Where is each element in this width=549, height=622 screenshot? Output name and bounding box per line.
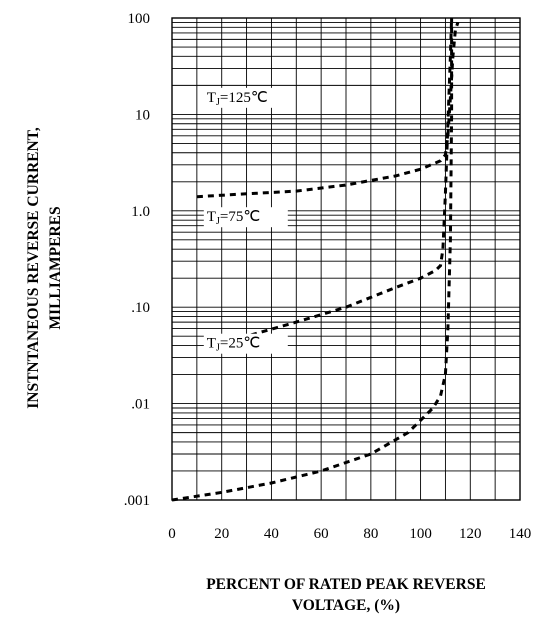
curve-label: TJ=75℃: [207, 209, 260, 227]
y-axis-title: MILLIAMPERES: [47, 206, 64, 329]
plot-frame: [171, 17, 521, 501]
y-axis-title: INSTNTANEOUS REVERSE CURRENT,: [25, 127, 42, 409]
x-tick-label: 80: [363, 526, 378, 542]
series-line: [171, 18, 454, 502]
y-tick-label: 10: [135, 107, 150, 123]
curves: [171, 17, 460, 502]
grid-lines: [171, 17, 521, 501]
series-line: [196, 21, 460, 199]
curve-label-bg: [203, 87, 288, 108]
y-tick-label: 1.0: [131, 204, 150, 220]
y-tick-label: .01: [131, 397, 150, 413]
y-tick-label: .001: [124, 493, 150, 509]
x-tick-label: 60: [314, 526, 329, 542]
curve-labels: TJ=125℃ TJ=75℃ TJ=25℃: [203, 87, 288, 354]
curve-label-bg: [203, 207, 288, 228]
x-axis-title: VOLTAGE, (%): [292, 597, 400, 614]
y-tick-label: .10: [131, 300, 150, 316]
x-tick-label: 100: [409, 526, 432, 542]
x-tick-label: 120: [459, 526, 482, 542]
y-tick-label: 100: [128, 11, 151, 27]
curve-label: TJ=25℃: [207, 336, 260, 354]
series-line: [208, 17, 454, 351]
x-tick-label: 20: [214, 526, 229, 542]
curve-label-bg: [203, 333, 288, 354]
x-axis-title: PERCENT OF RATED PEAK REVERSE: [206, 576, 486, 593]
tick-labels: 0 20 40 60 80 100 120 140 .001 .01 .10 1.0 10 100: [124, 11, 532, 542]
x-tick-label: 40: [264, 526, 279, 542]
x-tick-label: 0: [168, 526, 176, 542]
curve-label: TJ=125℃: [207, 90, 268, 108]
axis-titles: PERCENT OF RATED PEAK REVERSE VOLTAGE, (%…: [25, 127, 486, 614]
x-tick-label: 140: [509, 526, 532, 542]
